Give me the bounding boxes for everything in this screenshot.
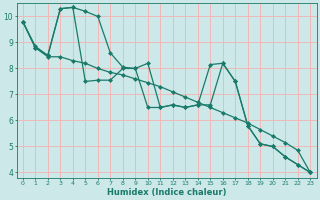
- X-axis label: Humidex (Indice chaleur): Humidex (Indice chaleur): [107, 188, 226, 197]
